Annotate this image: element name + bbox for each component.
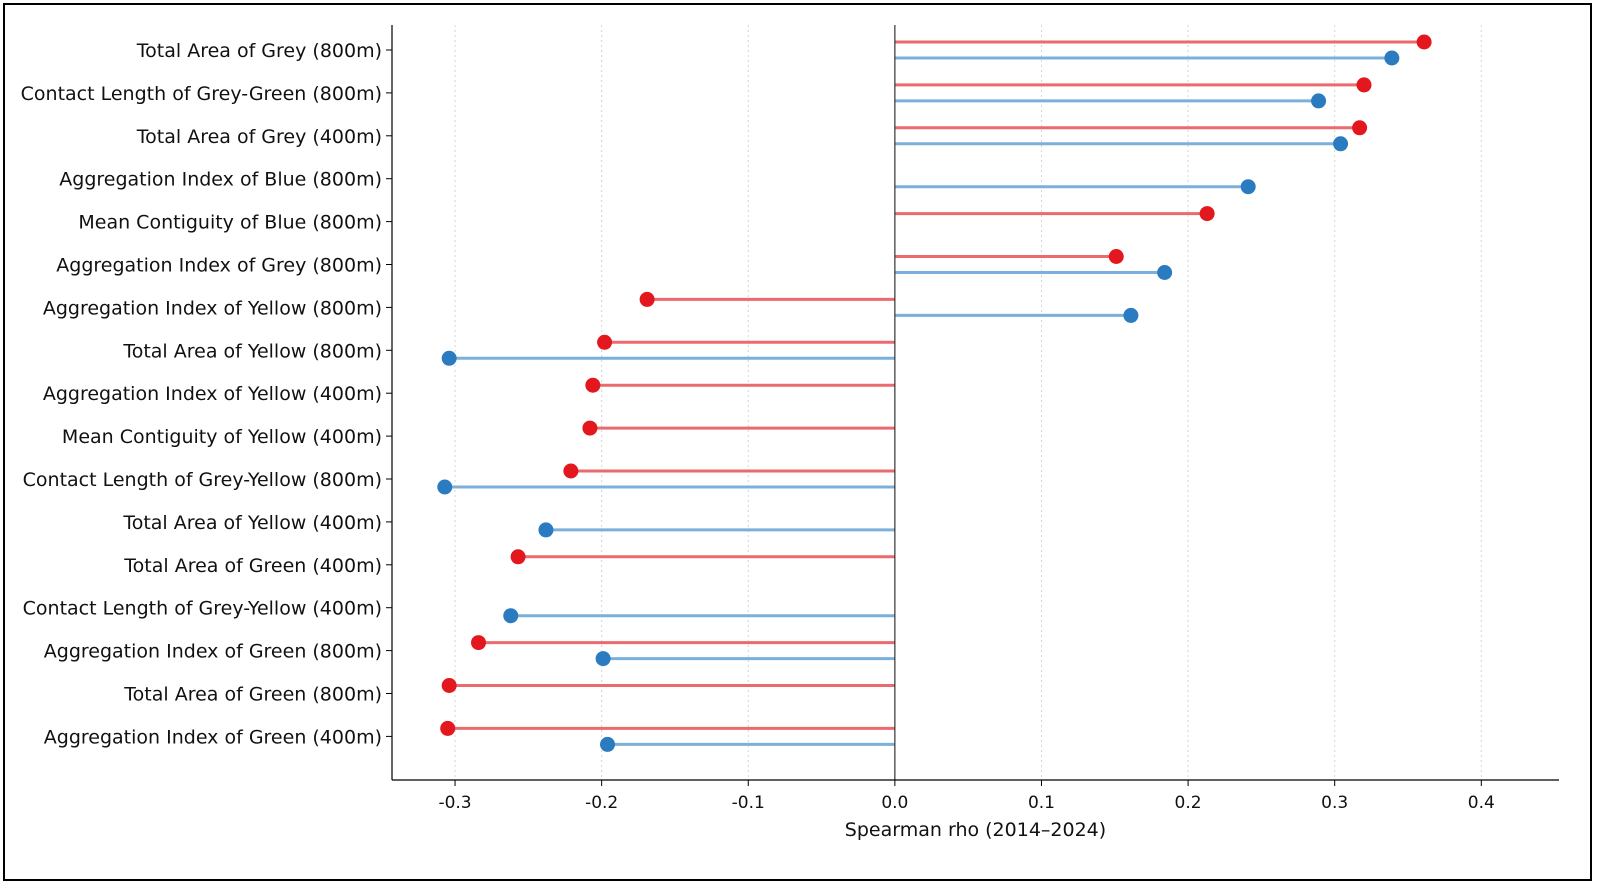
points: [437, 34, 1432, 752]
data-point: [538, 522, 554, 538]
x-tick-labels: -0.3 -0.2 -0.1 0.0 0.1 0.2 0.3 0.4: [438, 793, 1494, 813]
category-label: Total Area of Yellow (800m): [122, 340, 382, 362]
data-point: [1157, 265, 1173, 280]
data-point: [1384, 50, 1400, 66]
data-point: [639, 291, 655, 307]
category-label: Mean Contiguity of Blue (800m): [78, 212, 382, 234]
category-label: Contact Length of Grey-Green (800m): [21, 83, 382, 105]
category-label: Aggregation Index of Green (400m): [44, 726, 382, 748]
data-point: [503, 608, 519, 624]
data-point: [600, 736, 616, 752]
data-point: [470, 635, 486, 651]
data-point: [1240, 179, 1256, 195]
data-point: [441, 350, 457, 366]
data-point: [1108, 249, 1124, 264]
gridlines: [454, 25, 1482, 780]
data-point: [440, 720, 456, 736]
category-label: Aggregation Index of Blue (800m): [59, 169, 382, 191]
figure-frame: Total Area of Grey (800m) Contact Length …: [3, 3, 1592, 881]
x-tick-label: -0.2: [585, 793, 618, 813]
data-point: [563, 463, 579, 479]
stems: [444, 40, 1425, 746]
x-tick-label: -0.3: [438, 793, 471, 813]
data-point: [595, 651, 611, 667]
data-point: [510, 549, 526, 565]
x-tick-label: 0.4: [1468, 793, 1495, 813]
data-point: [1333, 136, 1349, 152]
x-tick-label: 0.3: [1321, 793, 1348, 813]
category-label: Total Area of Grey (400m): [136, 126, 382, 148]
data-point: [585, 377, 601, 393]
x-tick-label: -0.1: [732, 793, 765, 813]
data-point: [582, 420, 598, 436]
category-labels: Total Area of Grey (800m) Contact Length …: [21, 40, 382, 748]
category-label: Mean Contiguity of Yellow (400m): [62, 426, 382, 448]
category-label: Total Area of Grey (800m): [136, 40, 382, 62]
data-point: [437, 479, 453, 495]
category-label: Aggregation Index of Yellow (400m): [43, 383, 382, 405]
category-label: Total Area of Green (400m): [123, 555, 382, 577]
data-point: [1356, 77, 1372, 93]
lollipop-chart: Total Area of Grey (800m) Contact Length …: [21, 25, 1559, 841]
data-point: [1311, 93, 1327, 109]
data-point: [1416, 34, 1432, 50]
category-label: Contact Length of Grey-Yellow (800m): [23, 469, 382, 491]
category-label: Contact Length of Grey-Yellow (400m): [23, 598, 382, 620]
category-label: Aggregation Index of Grey (800m): [56, 255, 382, 277]
data-point: [441, 678, 457, 693]
axes: [386, 25, 1559, 786]
data-point: [597, 334, 613, 350]
x-tick-label: 0.1: [1028, 793, 1055, 813]
x-axis-title: Spearman rho (2014–2024): [845, 819, 1106, 841]
x-tick-label: 0.2: [1175, 793, 1202, 813]
data-point: [1123, 307, 1139, 323]
data-point: [1199, 206, 1215, 222]
data-point: [1352, 120, 1368, 136]
category-label: Total Area of Green (800m): [123, 684, 382, 706]
x-tick-label: 0.0: [881, 793, 908, 813]
category-label: Aggregation Index of Yellow (800m): [43, 297, 382, 319]
category-label: Aggregation Index of Green (800m): [44, 641, 382, 663]
category-label: Total Area of Yellow (400m): [122, 512, 382, 534]
